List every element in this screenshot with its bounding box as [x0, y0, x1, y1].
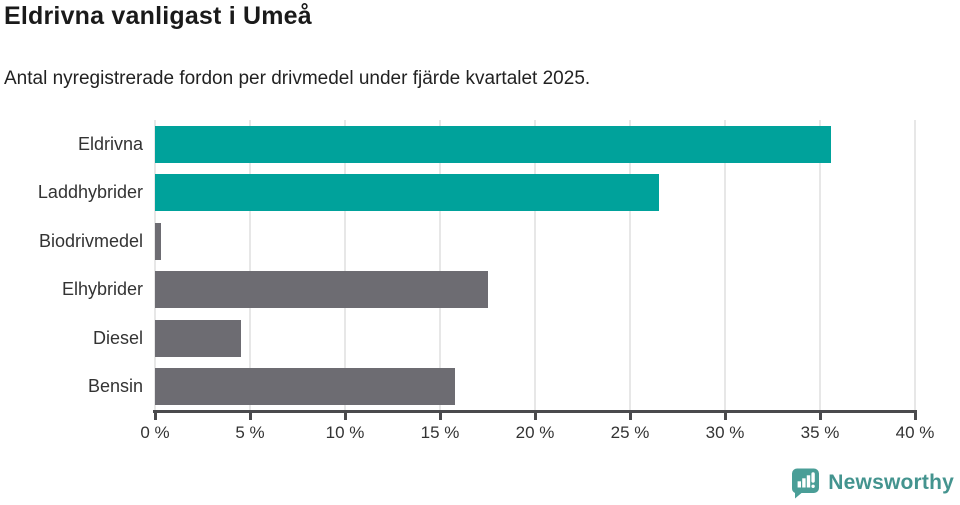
x-axis-tick-label: 10 % [325, 423, 365, 442]
x-axis-tick-label: 0 % [140, 423, 170, 442]
gridline [154, 120, 156, 411]
x-axis-tick-label: 40 % [895, 423, 935, 442]
category-label-laddhybrider: Laddhybrider [37, 182, 143, 203]
plot-area [154, 120, 916, 411]
bar-bensin [155, 368, 456, 406]
category-label-elhybrider: Elhybrider [61, 279, 143, 300]
x-axis-tick [723, 410, 727, 420]
x-axis-tick [818, 410, 822, 420]
x-axis-tick-label: 20 % [515, 423, 555, 442]
newsworthy-logo: Newsworthy [790, 467, 954, 499]
gridline [439, 120, 441, 411]
y-axis-labels: Eldrivna Laddhybrider Biodrivmedel Elhybrid… [0, 120, 143, 411]
newsworthy-chart-bubble-icon [792, 468, 820, 499]
bar-biodrivmedel [155, 222, 161, 260]
x-axis-tick-label: 25 % [610, 423, 650, 442]
bar-elhybrider [155, 271, 488, 309]
gridline [914, 120, 916, 411]
x-axis-tick-label: 5 % [235, 423, 265, 442]
gridline [724, 120, 726, 411]
x-axis-tick [343, 410, 347, 420]
x-axis-tick [248, 410, 252, 420]
bar-diesel [155, 319, 241, 357]
x-axis-tick [628, 410, 632, 420]
x-axis-tick [533, 410, 537, 420]
bar-eldrivna [155, 125, 832, 163]
newsworthy-logo-text: Newsworthy [828, 471, 954, 494]
gridline [629, 120, 631, 411]
category-label-biodrivmedel: Biodrivmedel [38, 230, 143, 251]
x-axis-tick-label: 30 % [705, 423, 745, 442]
gridline [344, 120, 346, 411]
category-label-diesel: Diesel [92, 327, 143, 348]
x-axis-tick [913, 410, 917, 420]
chart-title: Eldrivna vanligast i Umeå [4, 2, 312, 30]
gridline [534, 120, 536, 411]
gridline [819, 120, 821, 411]
bar-laddhybrider [155, 174, 659, 212]
gridline [249, 120, 251, 411]
x-axis-tick-label: 15 % [420, 423, 460, 442]
x-axis-tick [438, 410, 442, 420]
category-label-bensin: Bensin [87, 376, 143, 397]
chart-subtitle: Antal nyregistrerade fordon per drivmede… [4, 68, 591, 89]
category-label-eldrivna: Eldrivna [77, 133, 143, 154]
x-axis-tick [153, 410, 157, 420]
x-axis-tick-label: 35 % [800, 423, 840, 442]
